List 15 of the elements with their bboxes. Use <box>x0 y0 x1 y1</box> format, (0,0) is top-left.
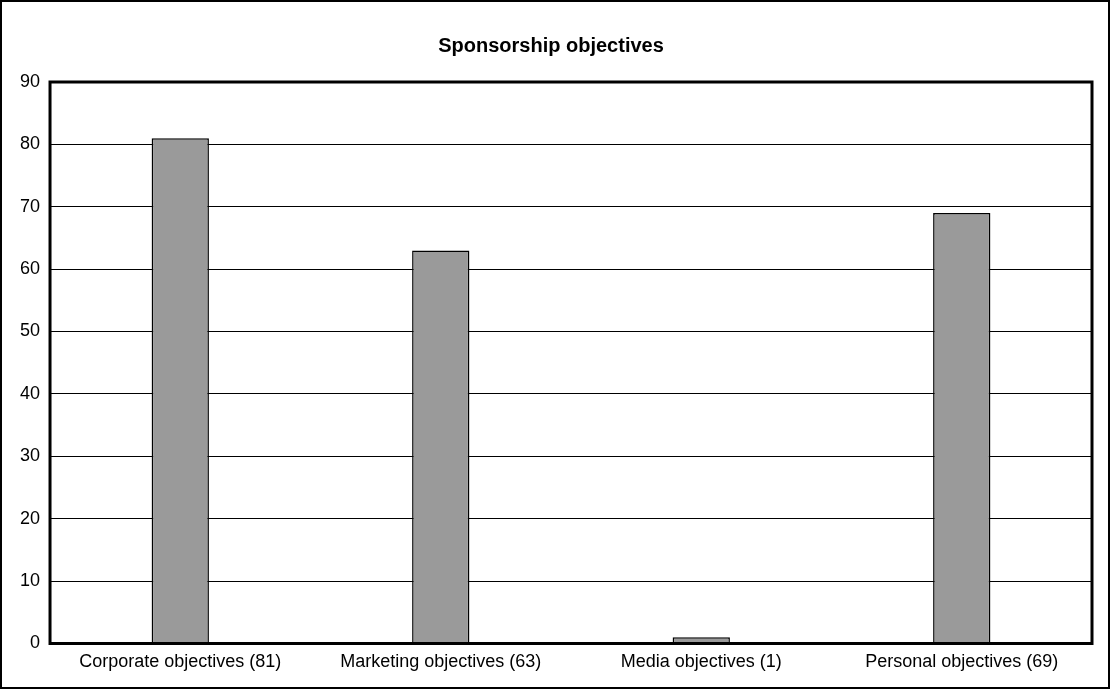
y-tick-label: 40 <box>19 382 41 403</box>
y-tick-label: 10 <box>19 569 41 590</box>
x-tick-label: Personal objectives (69) <box>865 651 1059 672</box>
y-tick-label: 60 <box>19 258 41 279</box>
chart-title: Sponsorship objectives <box>438 33 664 56</box>
y-tick-label: 80 <box>19 133 41 154</box>
y-tick-label: 70 <box>19 195 41 216</box>
y-tick-label: 20 <box>19 507 41 528</box>
x-tick-label: Media objectives (1) <box>620 651 782 672</box>
x-tick-label: Marketing objectives (63) <box>340 651 542 672</box>
x-tick-label: Corporate objectives (81) <box>79 651 282 672</box>
y-tick-label: 30 <box>19 445 41 466</box>
y-tick-label: 90 <box>19 70 41 91</box>
y-tick-label: 50 <box>19 320 41 341</box>
y-tick-label: 0 <box>30 632 41 653</box>
